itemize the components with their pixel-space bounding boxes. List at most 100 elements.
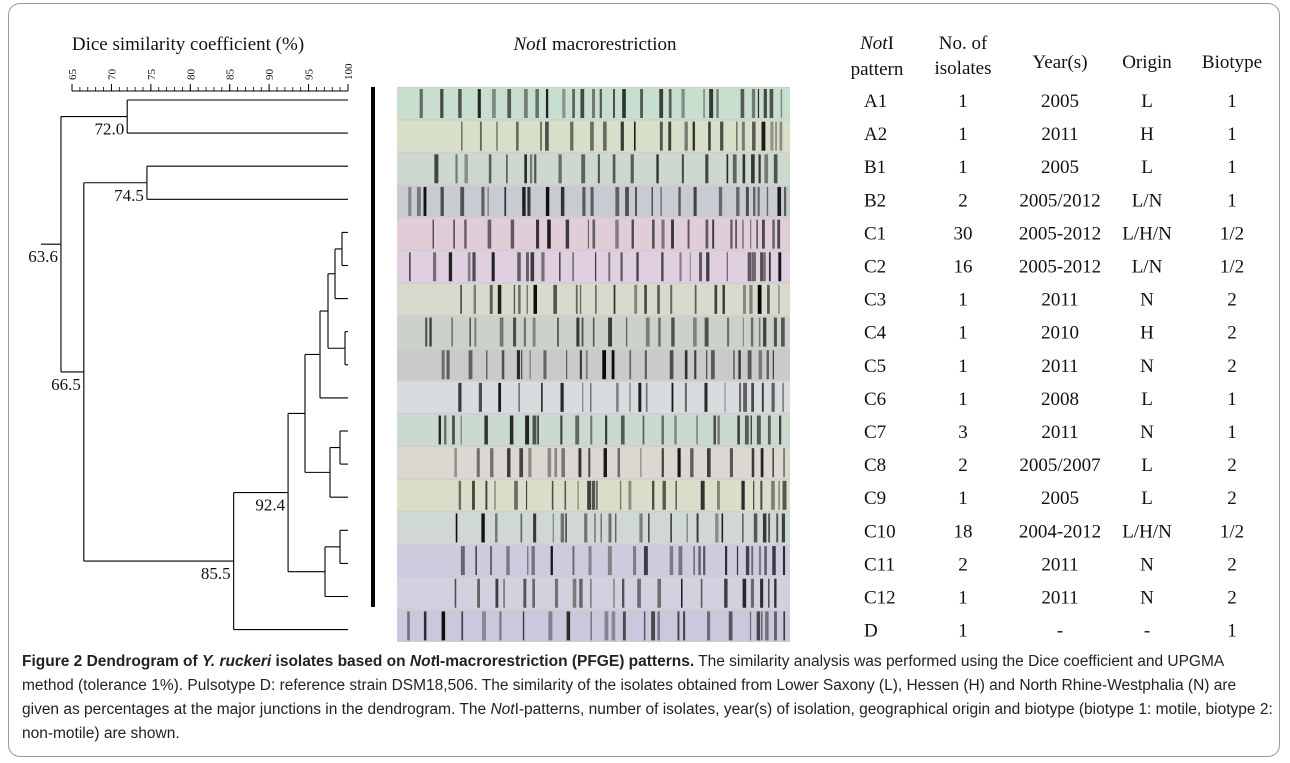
table-cell: 2 xyxy=(1227,488,1237,509)
gel-band xyxy=(771,481,775,510)
gel-band xyxy=(622,579,624,608)
table-cell: C7 xyxy=(864,422,886,443)
gel-band xyxy=(526,252,529,281)
gel-band xyxy=(588,546,591,575)
gel-band xyxy=(531,546,534,575)
gel-band xyxy=(548,448,552,477)
gel-band xyxy=(748,252,752,281)
gel-band xyxy=(781,89,782,118)
gel-band xyxy=(590,416,592,445)
gel-band xyxy=(696,416,697,445)
gel-band xyxy=(605,611,609,640)
gel-band xyxy=(746,546,749,575)
gel-band xyxy=(697,513,699,542)
table-cell: 2005 xyxy=(1041,488,1079,509)
gel-band xyxy=(469,318,470,347)
gel-band xyxy=(784,187,786,216)
table-cell: 1 xyxy=(958,91,968,112)
table-cell: - xyxy=(1057,621,1063,642)
gel-band xyxy=(783,481,787,510)
gel-band xyxy=(553,285,557,314)
gel-band xyxy=(640,89,643,118)
table-cell: C12 xyxy=(864,588,896,609)
gel-band xyxy=(730,220,732,249)
caption-text: Not xyxy=(490,701,514,718)
gel-band xyxy=(608,252,610,281)
gel-band xyxy=(661,220,664,249)
caption-text: Figure 2 Dendrogram of xyxy=(22,653,202,670)
table-cell: 1 xyxy=(958,389,968,410)
column-header: No. of xyxy=(939,33,988,54)
gel-band xyxy=(707,611,710,640)
gel-band xyxy=(633,546,636,575)
table-cell: N xyxy=(1140,554,1154,575)
table-cell: C5 xyxy=(864,356,886,377)
gel-band xyxy=(582,383,583,412)
gel-band xyxy=(498,285,502,314)
gel-band xyxy=(714,285,717,314)
gel-band xyxy=(513,318,516,347)
gel-band xyxy=(705,318,709,347)
gel-band xyxy=(614,285,616,314)
gel-band xyxy=(770,89,774,118)
gel-band xyxy=(469,350,473,379)
table-cell: L xyxy=(1141,157,1153,178)
gel-band xyxy=(767,350,769,379)
gel-band xyxy=(741,481,744,510)
gel-band xyxy=(659,89,663,118)
gel-band xyxy=(669,89,672,118)
table-cell: 1 xyxy=(958,488,968,509)
gel-band xyxy=(612,350,615,379)
gel-band xyxy=(737,546,738,575)
tick-label: 80 xyxy=(185,69,197,81)
column-header: isolates xyxy=(935,58,992,79)
gel-band xyxy=(488,187,489,216)
gel-band xyxy=(759,318,761,347)
gel-band xyxy=(590,122,594,151)
gel-band xyxy=(657,285,660,314)
table-cell: 1 xyxy=(1227,91,1237,112)
gel-band xyxy=(490,285,493,314)
caption-text: I-macrorestriction (PFGE) patterns. xyxy=(436,653,694,670)
table-cell: 2005/2007 xyxy=(1019,455,1100,476)
gel-band xyxy=(761,448,764,477)
table-cell: 2005 xyxy=(1041,157,1079,178)
gel-band xyxy=(592,220,595,249)
table-cell: L xyxy=(1141,488,1153,509)
gel-band xyxy=(703,89,704,118)
gel-band xyxy=(776,513,778,542)
table-cell: N xyxy=(1140,588,1154,609)
gel-band xyxy=(685,122,688,151)
gel-band xyxy=(620,481,621,510)
caption-text: Y. ruckeri xyxy=(202,653,271,670)
gel-band xyxy=(767,285,770,314)
table-cell: 2011 xyxy=(1041,588,1078,609)
gel-band xyxy=(704,383,707,412)
gel-band xyxy=(592,89,595,118)
gel-band xyxy=(774,611,777,640)
gel-band xyxy=(743,383,747,412)
gel-band xyxy=(582,318,584,347)
table-cell: 2011 xyxy=(1041,356,1078,377)
gel-band xyxy=(727,318,729,347)
gel-band xyxy=(652,220,655,249)
gel-band xyxy=(772,546,775,575)
gel-band xyxy=(770,122,773,151)
gel-band xyxy=(743,154,746,183)
gel-band xyxy=(778,252,781,281)
gel-band xyxy=(490,546,492,575)
gel-band xyxy=(507,89,511,118)
gel-band xyxy=(511,220,514,249)
gel-band xyxy=(735,220,736,249)
gel-band xyxy=(464,154,467,183)
gel-band xyxy=(590,187,593,216)
table-cell: 1 xyxy=(1227,124,1237,145)
gel-band xyxy=(578,481,579,510)
gel-band xyxy=(595,252,596,281)
gel-band xyxy=(706,350,707,379)
table-cell: 2 xyxy=(958,455,968,476)
gel-band xyxy=(527,546,528,575)
gel-band xyxy=(552,481,554,510)
gel-band xyxy=(646,318,650,347)
table-cell: 1 xyxy=(958,157,968,178)
